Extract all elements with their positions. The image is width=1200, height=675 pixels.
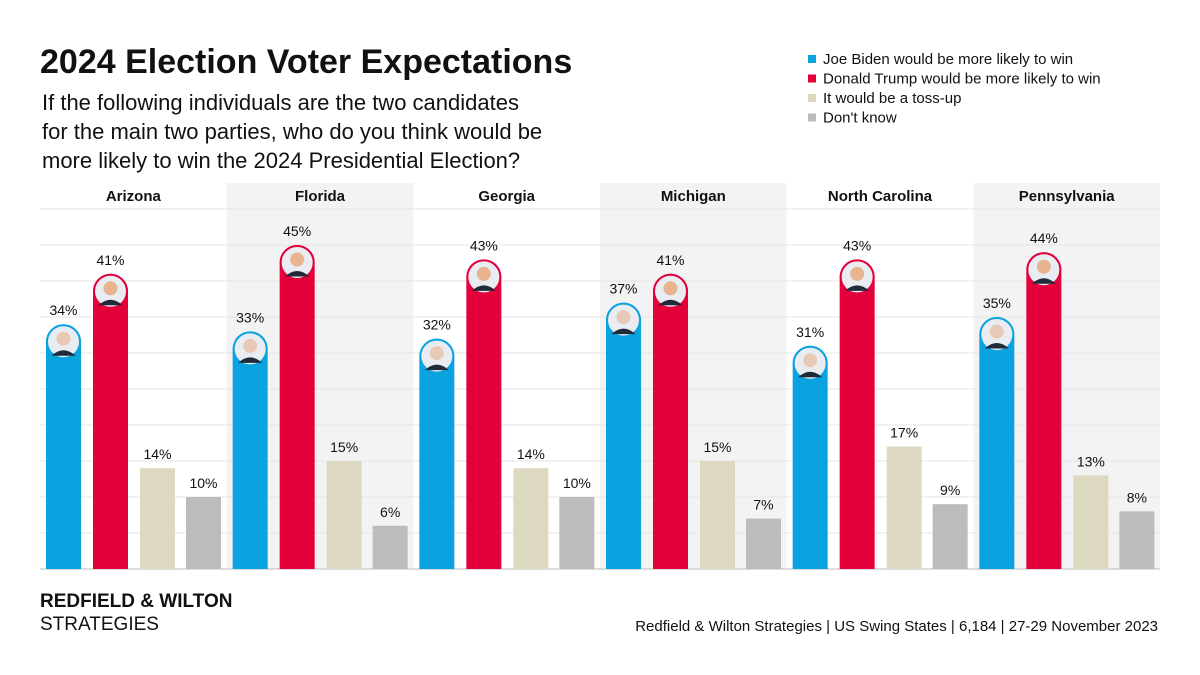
subtitle: for the main two parties, who do you thi…: [42, 119, 542, 144]
value-label: 15%: [703, 439, 731, 455]
face-suit: [845, 285, 870, 291]
bar: [653, 273, 688, 569]
background: [40, 183, 1160, 570]
face-head: [103, 281, 118, 296]
bar: [372, 525, 408, 569]
logo: STRATEGIES: [40, 614, 159, 635]
panel-title: Pennsylvania: [1019, 188, 1116, 205]
bar: [746, 518, 781, 569]
face-head: [663, 281, 678, 296]
bar: [140, 468, 175, 569]
face-suit: [98, 299, 123, 306]
face-suit: [611, 328, 636, 335]
legend-swatch: [808, 74, 816, 83]
bar: [466, 259, 502, 569]
face-suit: [238, 357, 263, 363]
bar: [606, 302, 641, 569]
bar: [1119, 511, 1155, 569]
subtitle: If the following individuals are the two…: [42, 90, 519, 115]
panel-title: Arizona: [106, 188, 162, 205]
value-label: 31%: [796, 324, 824, 340]
face-head: [290, 252, 305, 267]
legend-swatch: [808, 55, 816, 63]
legend-swatch: [808, 113, 816, 122]
logo: REDFIELD & WILTON: [40, 591, 232, 612]
face-suit: [658, 299, 683, 306]
value-label: 10%: [189, 475, 217, 491]
value-label: 41%: [96, 252, 124, 268]
face-head: [476, 266, 491, 281]
face-head: [850, 266, 865, 281]
face-suit: [471, 285, 496, 291]
value-label: 17%: [890, 425, 918, 441]
face-suit: [798, 371, 823, 378]
value-label: 45%: [283, 223, 311, 239]
legend-label: Don't know: [823, 110, 897, 127]
face-head: [243, 338, 258, 353]
value-label: 10%: [563, 475, 591, 491]
value-label: 6%: [380, 504, 400, 520]
bar: [559, 497, 595, 569]
bar: [979, 317, 1015, 569]
legend-label: Donald Trump would be more likely to win: [823, 71, 1101, 88]
chart-title: 2024 Election Voter Expectations: [40, 43, 572, 81]
value-label: 43%: [843, 237, 871, 253]
value-label: 14%: [143, 446, 171, 462]
face-head: [989, 324, 1004, 339]
face-suit: [1031, 278, 1056, 284]
face-suit: [285, 271, 310, 277]
bar: [792, 345, 828, 569]
value-label: 33%: [236, 309, 264, 325]
value-label: 9%: [940, 482, 960, 498]
bar: [232, 331, 268, 569]
bar: [839, 259, 875, 569]
bar: [886, 446, 922, 569]
bar: [419, 338, 455, 569]
face-head: [56, 331, 71, 346]
bar: [46, 324, 81, 569]
face-suit: [424, 364, 449, 371]
bar: [186, 497, 221, 569]
bar: [93, 273, 128, 569]
value-label: 32%: [423, 317, 451, 333]
value-label: 44%: [1030, 230, 1058, 246]
face-head: [429, 346, 444, 361]
panel-title: Georgia: [478, 188, 535, 205]
value-label: 7%: [753, 497, 773, 513]
value-label: 37%: [609, 281, 637, 297]
face-head: [803, 353, 818, 368]
panel-title: Florida: [295, 188, 346, 205]
bar: [700, 461, 735, 569]
bar: [932, 504, 968, 569]
bar: [1073, 475, 1109, 569]
value-label: 15%: [330, 439, 358, 455]
face-suit: [984, 343, 1009, 349]
bar: [513, 468, 549, 569]
panel-title: North Carolina: [828, 188, 933, 205]
face-head: [1036, 259, 1051, 274]
value-label: 14%: [517, 446, 545, 462]
face-suit: [51, 350, 76, 356]
value-label: 41%: [656, 252, 684, 268]
value-label: 43%: [470, 237, 498, 253]
value-label: 34%: [49, 302, 77, 318]
source: Redfield & Wilton Strategies | US Swing …: [635, 618, 1158, 635]
subtitle: more likely to win the 2024 Presidential…: [42, 148, 520, 173]
value-label: 13%: [1077, 453, 1105, 469]
bar: [279, 245, 315, 569]
value-label: 35%: [983, 295, 1011, 311]
legend-swatch: [808, 94, 816, 102]
value-label: 8%: [1127, 489, 1147, 505]
panel-title: Michigan: [661, 188, 726, 205]
legend-label: It would be a toss-up: [823, 90, 961, 107]
bar: [326, 461, 362, 569]
face-head: [616, 310, 631, 325]
bar: [1026, 252, 1062, 569]
legend-label: Joe Biden would be more likely to win: [823, 51, 1073, 68]
